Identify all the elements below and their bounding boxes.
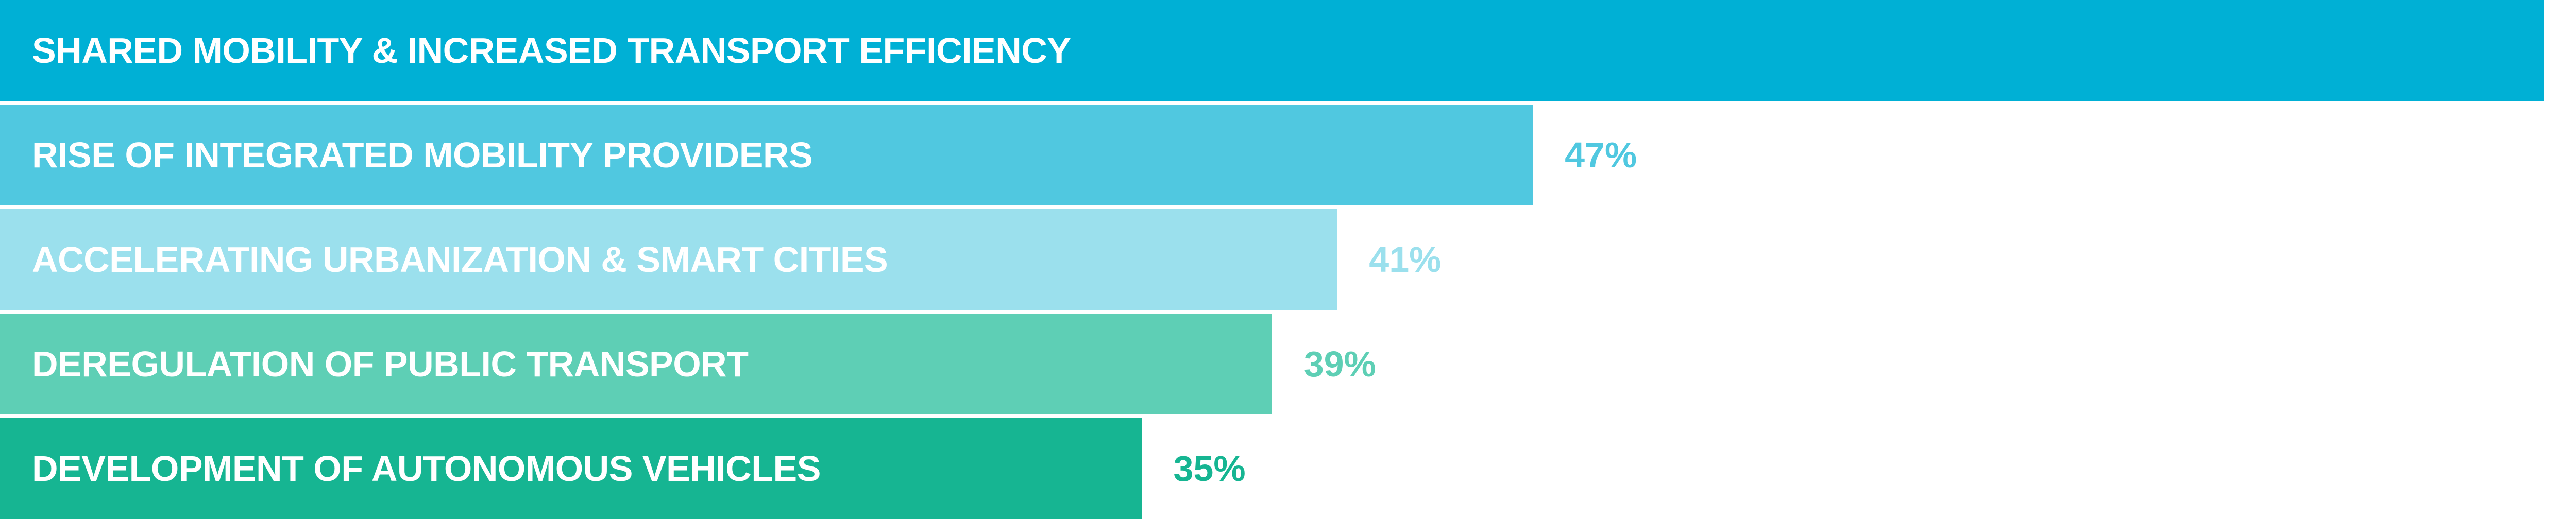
bar-row: ACCELERATING URBANIZATION & SMART CITIES… <box>0 209 2576 310</box>
bar-row: SHARED MOBILITY & INCREASED TRANSPORT EF… <box>0 0 2576 101</box>
bar-value-label: 39% <box>1303 344 1376 384</box>
bar <box>0 209 1337 310</box>
bar-value-label: 35% <box>1173 448 1246 489</box>
bar-category-label: RISE OF INTEGRATED MOBILITY PROVIDERS <box>32 135 813 175</box>
bar-row: RISE OF INTEGRATED MOBILITY PROVIDERS 47% <box>0 105 2576 205</box>
bar-row: DEREGULATION OF PUBLIC TRANSPORT 39% <box>0 314 2576 414</box>
bar-category-label: SHARED MOBILITY & INCREASED TRANSPORT EF… <box>32 30 1071 71</box>
bar <box>0 314 1272 414</box>
bar-value-label: 41% <box>1369 239 1442 280</box>
bar-row: DEVELOPMENT OF AUTONOMOUS VEHICLES 35% <box>0 418 2576 519</box>
bar-category-label: DEREGULATION OF PUBLIC TRANSPORT <box>32 344 749 384</box>
bar <box>0 105 1533 205</box>
bar-value-label: 47% <box>1565 135 1637 175</box>
bar <box>0 0 2544 101</box>
bar <box>0 418 1142 519</box>
bar-category-label: DEVELOPMENT OF AUTONOMOUS VEHICLES <box>32 448 821 489</box>
bar-category-label: ACCELERATING URBANIZATION & SMART CITIES <box>32 239 888 280</box>
